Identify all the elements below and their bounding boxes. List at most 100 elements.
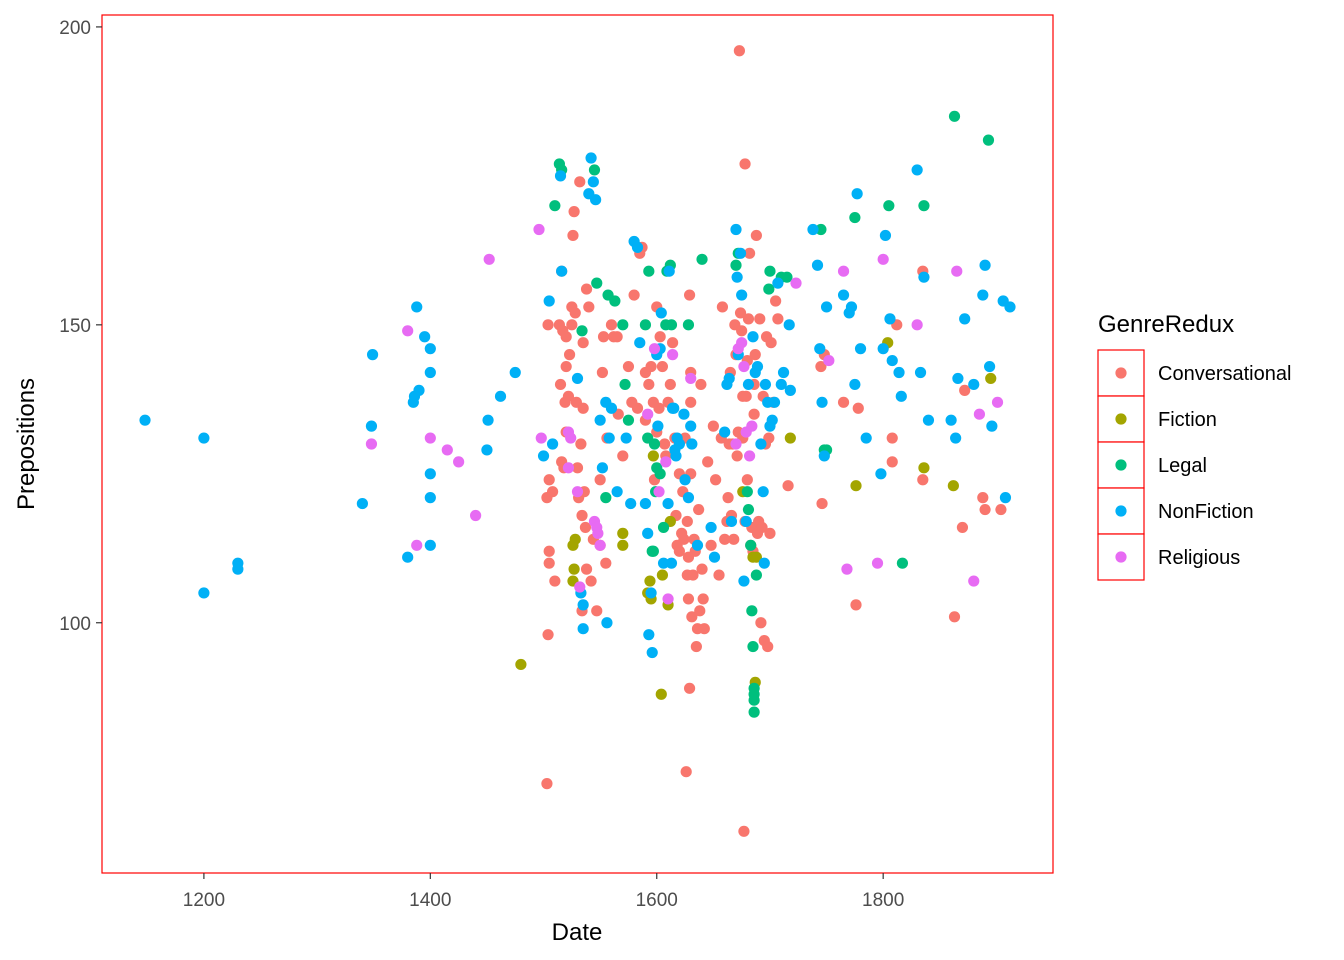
data-point <box>424 366 436 379</box>
data-point <box>719 533 731 545</box>
data-point <box>667 349 679 361</box>
data-point <box>670 450 682 462</box>
x-tick-label: 1400 <box>409 890 451 911</box>
data-point <box>722 492 734 504</box>
data-point <box>585 575 597 587</box>
data-point <box>685 372 697 385</box>
data-point <box>968 575 980 587</box>
data-point <box>533 223 545 236</box>
data-point <box>895 390 907 402</box>
data-point <box>585 152 597 164</box>
data-point <box>660 456 672 468</box>
data-point <box>952 372 964 385</box>
data-point <box>575 438 587 450</box>
data-point <box>850 599 862 611</box>
data-point <box>746 605 758 617</box>
data-point <box>663 265 675 277</box>
data-point <box>759 378 772 391</box>
data-point <box>877 343 889 355</box>
data-point <box>818 450 830 462</box>
data-point <box>643 378 655 391</box>
data-point <box>763 283 775 295</box>
data-point <box>600 492 612 504</box>
data-point <box>748 688 760 700</box>
x-tick-label: 1800 <box>862 890 904 911</box>
data-point <box>745 539 757 551</box>
data-point <box>642 527 654 539</box>
data-point <box>734 247 747 259</box>
legend-key-dot <box>1115 459 1127 471</box>
data-point <box>424 432 436 444</box>
data-point <box>657 521 670 534</box>
data-point <box>738 360 750 373</box>
data-point <box>424 343 436 355</box>
data-point <box>609 295 621 307</box>
data-point <box>617 539 629 551</box>
data-point <box>594 414 606 426</box>
data-point <box>719 426 731 438</box>
data-point <box>694 605 706 617</box>
data-point <box>768 396 781 408</box>
data-point <box>509 366 521 379</box>
data-point <box>365 420 378 432</box>
data-point <box>741 486 753 498</box>
data-point <box>577 402 589 414</box>
data-point <box>679 474 691 486</box>
data-point <box>577 623 589 635</box>
data-point <box>731 450 743 462</box>
data-point <box>668 402 680 414</box>
data-point <box>600 557 612 569</box>
data-point <box>571 372 584 385</box>
data-point <box>541 778 553 790</box>
data-point <box>879 229 892 242</box>
data-point <box>678 408 690 420</box>
data-point <box>772 313 784 325</box>
data-point <box>683 289 696 301</box>
data-point <box>680 766 692 778</box>
data-point <box>594 539 606 551</box>
legend-key-dot <box>1115 367 1127 379</box>
data-point <box>731 271 743 283</box>
data-point <box>984 360 996 373</box>
data-point <box>695 378 707 391</box>
data-point <box>918 271 930 283</box>
plot-panel-border <box>101 14 1054 874</box>
data-point <box>356 497 368 510</box>
data-point <box>886 432 898 444</box>
data-point <box>816 396 828 408</box>
data-point <box>757 486 769 498</box>
legend-label: Legal <box>1158 455 1207 477</box>
data-point <box>690 640 702 653</box>
data-point <box>588 164 601 176</box>
data-point <box>139 414 151 426</box>
data-point <box>837 396 850 408</box>
data-point <box>951 265 963 277</box>
data-point <box>617 319 629 331</box>
data-point <box>756 521 768 534</box>
data-point <box>681 515 693 528</box>
data-point <box>543 557 555 569</box>
data-point <box>537 450 550 462</box>
data-point <box>734 307 747 319</box>
data-point <box>708 551 721 563</box>
data-point <box>782 480 794 492</box>
data-point <box>837 265 850 277</box>
data-point <box>554 378 567 391</box>
data-point <box>483 253 495 265</box>
data-point <box>419 331 431 343</box>
data-point <box>860 432 872 444</box>
legend-label: Fiction <box>1158 409 1217 431</box>
y-axis-title: Prepositions <box>13 378 40 510</box>
data-point <box>883 200 895 212</box>
data-point <box>643 629 655 641</box>
data-point <box>639 497 652 510</box>
data-point <box>918 200 930 212</box>
legend: GenreRedux Conversational Fiction Legal Non… <box>1097 311 1291 581</box>
data-point <box>482 414 494 426</box>
data-point <box>811 259 824 271</box>
data-point <box>563 349 576 361</box>
data-point <box>770 295 782 307</box>
data-point <box>850 480 862 492</box>
data-point <box>877 253 889 265</box>
axes: 1200 1400 1600 1800 100 150 200 <box>59 18 904 911</box>
